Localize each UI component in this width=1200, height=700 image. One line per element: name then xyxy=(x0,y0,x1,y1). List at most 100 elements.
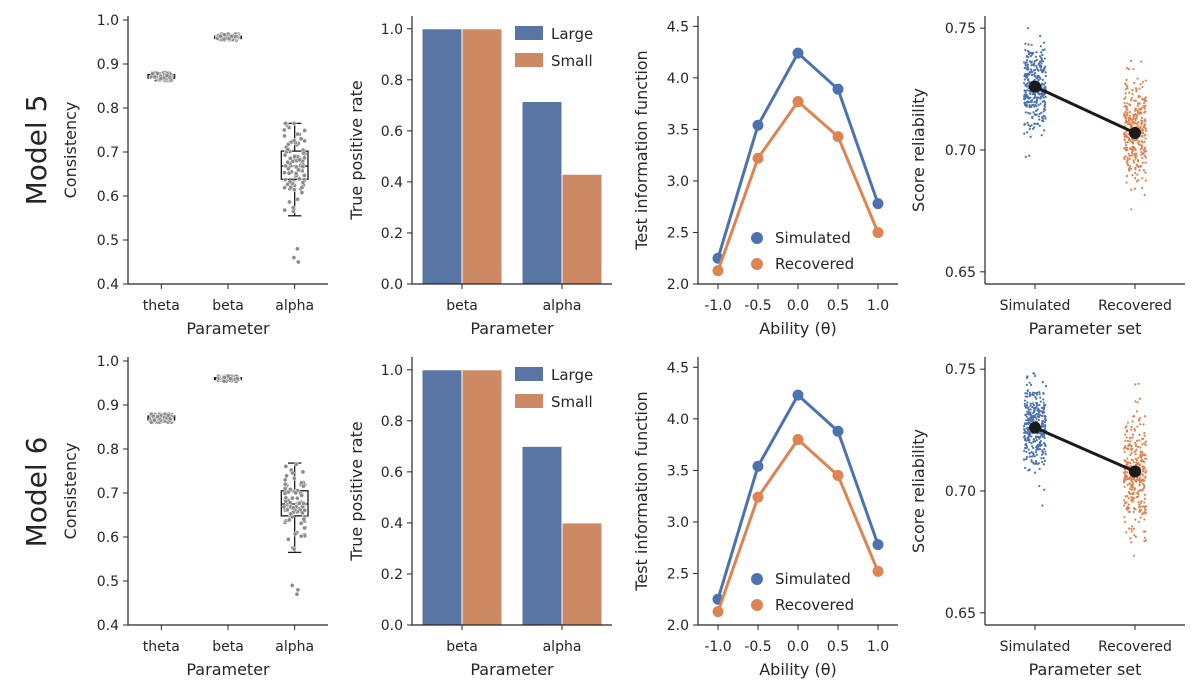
scatter-point xyxy=(1044,65,1047,68)
scatter-point xyxy=(1131,145,1134,149)
tpr-panel: 0.0 0.2 0.4 0.6 0.8 1.0 beta alpha Large Small Par… xyxy=(347,16,612,338)
scatter-point xyxy=(1043,86,1046,90)
legend-label-small: Small xyxy=(551,393,593,411)
scatter-point xyxy=(1144,171,1147,174)
scatter-point xyxy=(1030,105,1033,108)
scatter-point xyxy=(1026,389,1030,392)
scatter-point xyxy=(1125,429,1129,432)
scatter-point xyxy=(1135,122,1138,125)
scatter-point xyxy=(1132,81,1136,84)
scatter-point xyxy=(1127,119,1131,122)
scatter-point xyxy=(1028,154,1031,157)
box-group-theta xyxy=(147,70,176,84)
x-tick-label: 1.0 xyxy=(867,639,889,655)
scatter-point xyxy=(1138,510,1141,513)
scatter-point xyxy=(1038,112,1041,116)
scatter-point xyxy=(1126,162,1129,165)
scatter-point xyxy=(1028,112,1032,115)
scatter-point xyxy=(1125,531,1128,534)
scatter-point xyxy=(1126,113,1129,117)
scatter-point xyxy=(1040,414,1044,418)
scatter-point xyxy=(1133,122,1137,125)
scatter-point xyxy=(1144,137,1147,140)
scatter-point xyxy=(1128,138,1131,142)
scatter-point xyxy=(1144,454,1147,457)
y-tick-label: 0.75 xyxy=(945,21,976,37)
scatter-point xyxy=(1126,108,1129,112)
strip-point xyxy=(283,121,288,126)
scatter-point xyxy=(1039,414,1042,417)
mean-point-recovered xyxy=(1129,465,1141,478)
scatter-point xyxy=(1138,102,1141,105)
scatter-point xyxy=(1041,94,1044,97)
scatter-point xyxy=(1044,417,1047,420)
scatter-point xyxy=(1037,62,1041,65)
scatter-point xyxy=(1025,439,1028,442)
scatter-point xyxy=(1130,496,1133,499)
scatter-point xyxy=(1039,77,1042,80)
scatter-point xyxy=(1124,110,1127,113)
x-tick-label: -1.0 xyxy=(704,639,731,655)
scatter-point xyxy=(1137,124,1140,127)
scatter-point xyxy=(1026,395,1029,398)
x-tick-label: alpha xyxy=(275,639,314,655)
strip-point xyxy=(300,469,306,475)
scatter-point xyxy=(1035,461,1038,465)
scatter-point xyxy=(1024,49,1027,52)
scatter-point xyxy=(1142,465,1145,468)
scatter-point xyxy=(1132,527,1136,530)
scatter-point xyxy=(1144,99,1148,103)
scatter-point xyxy=(1123,112,1126,115)
info-panel: 2.0 2.5 3.0 3.5 4.0 4.5 -1.0 -0.5 0.0 0.5 1.0 Simul… xyxy=(632,357,898,679)
scatter-point xyxy=(1139,505,1142,508)
scatter-point xyxy=(1042,452,1045,455)
scatter-point xyxy=(1035,98,1039,102)
scatter-point xyxy=(1129,453,1132,456)
scatter-point xyxy=(1131,436,1134,439)
scatter-point xyxy=(1031,391,1035,394)
scatter-point xyxy=(1040,443,1043,447)
scatter-point xyxy=(1126,159,1129,162)
box-group-beta xyxy=(214,31,242,43)
x-tick-label: 0.0 xyxy=(787,298,809,314)
scatter-point xyxy=(1033,113,1036,116)
scatter-point xyxy=(1144,539,1148,542)
scatter-point xyxy=(1124,82,1127,85)
strip-point xyxy=(300,510,305,516)
scatter-point xyxy=(1126,87,1129,90)
scatter-point xyxy=(1044,74,1047,78)
scatter-point xyxy=(1128,482,1132,485)
strip-point xyxy=(167,416,173,422)
legend-marker-recovered xyxy=(751,258,763,270)
strip-point xyxy=(291,138,297,143)
scatter-point xyxy=(1029,413,1032,416)
scatter-point xyxy=(1144,512,1147,515)
scatter-point xyxy=(1131,154,1134,157)
scatter-point xyxy=(1025,413,1028,416)
reliability-panel: 0.65 0.70 0.75 Simulated Recovered Parameter … xyxy=(909,16,1185,338)
scatter-point xyxy=(1033,60,1036,63)
scatter-point xyxy=(1026,50,1030,53)
scatter-point xyxy=(1124,155,1127,158)
scatter-point xyxy=(1037,415,1040,418)
scatter-point xyxy=(1135,439,1139,442)
scatter-point xyxy=(1026,27,1030,30)
scatter-point xyxy=(1143,147,1146,150)
scatter-point xyxy=(1025,383,1028,386)
y-tick-label: 0.4 xyxy=(381,516,403,532)
mean-line xyxy=(1034,85,1136,135)
scatter-point xyxy=(1136,77,1139,80)
scatter-point xyxy=(1028,52,1031,55)
scatter-point xyxy=(1126,141,1129,144)
scatter-point xyxy=(1141,437,1144,440)
strip-point xyxy=(299,190,305,195)
scatter-point xyxy=(1143,111,1146,114)
scatter-point xyxy=(1143,107,1146,110)
scatter-point xyxy=(1035,100,1038,103)
scatter-point xyxy=(1023,95,1027,98)
y-tick-label: 0.6 xyxy=(381,465,403,481)
scatter-point xyxy=(1125,78,1128,81)
scatter-point xyxy=(1132,159,1135,162)
y-tick-label: 0.4 xyxy=(97,277,119,293)
scatter-point xyxy=(1040,453,1044,456)
